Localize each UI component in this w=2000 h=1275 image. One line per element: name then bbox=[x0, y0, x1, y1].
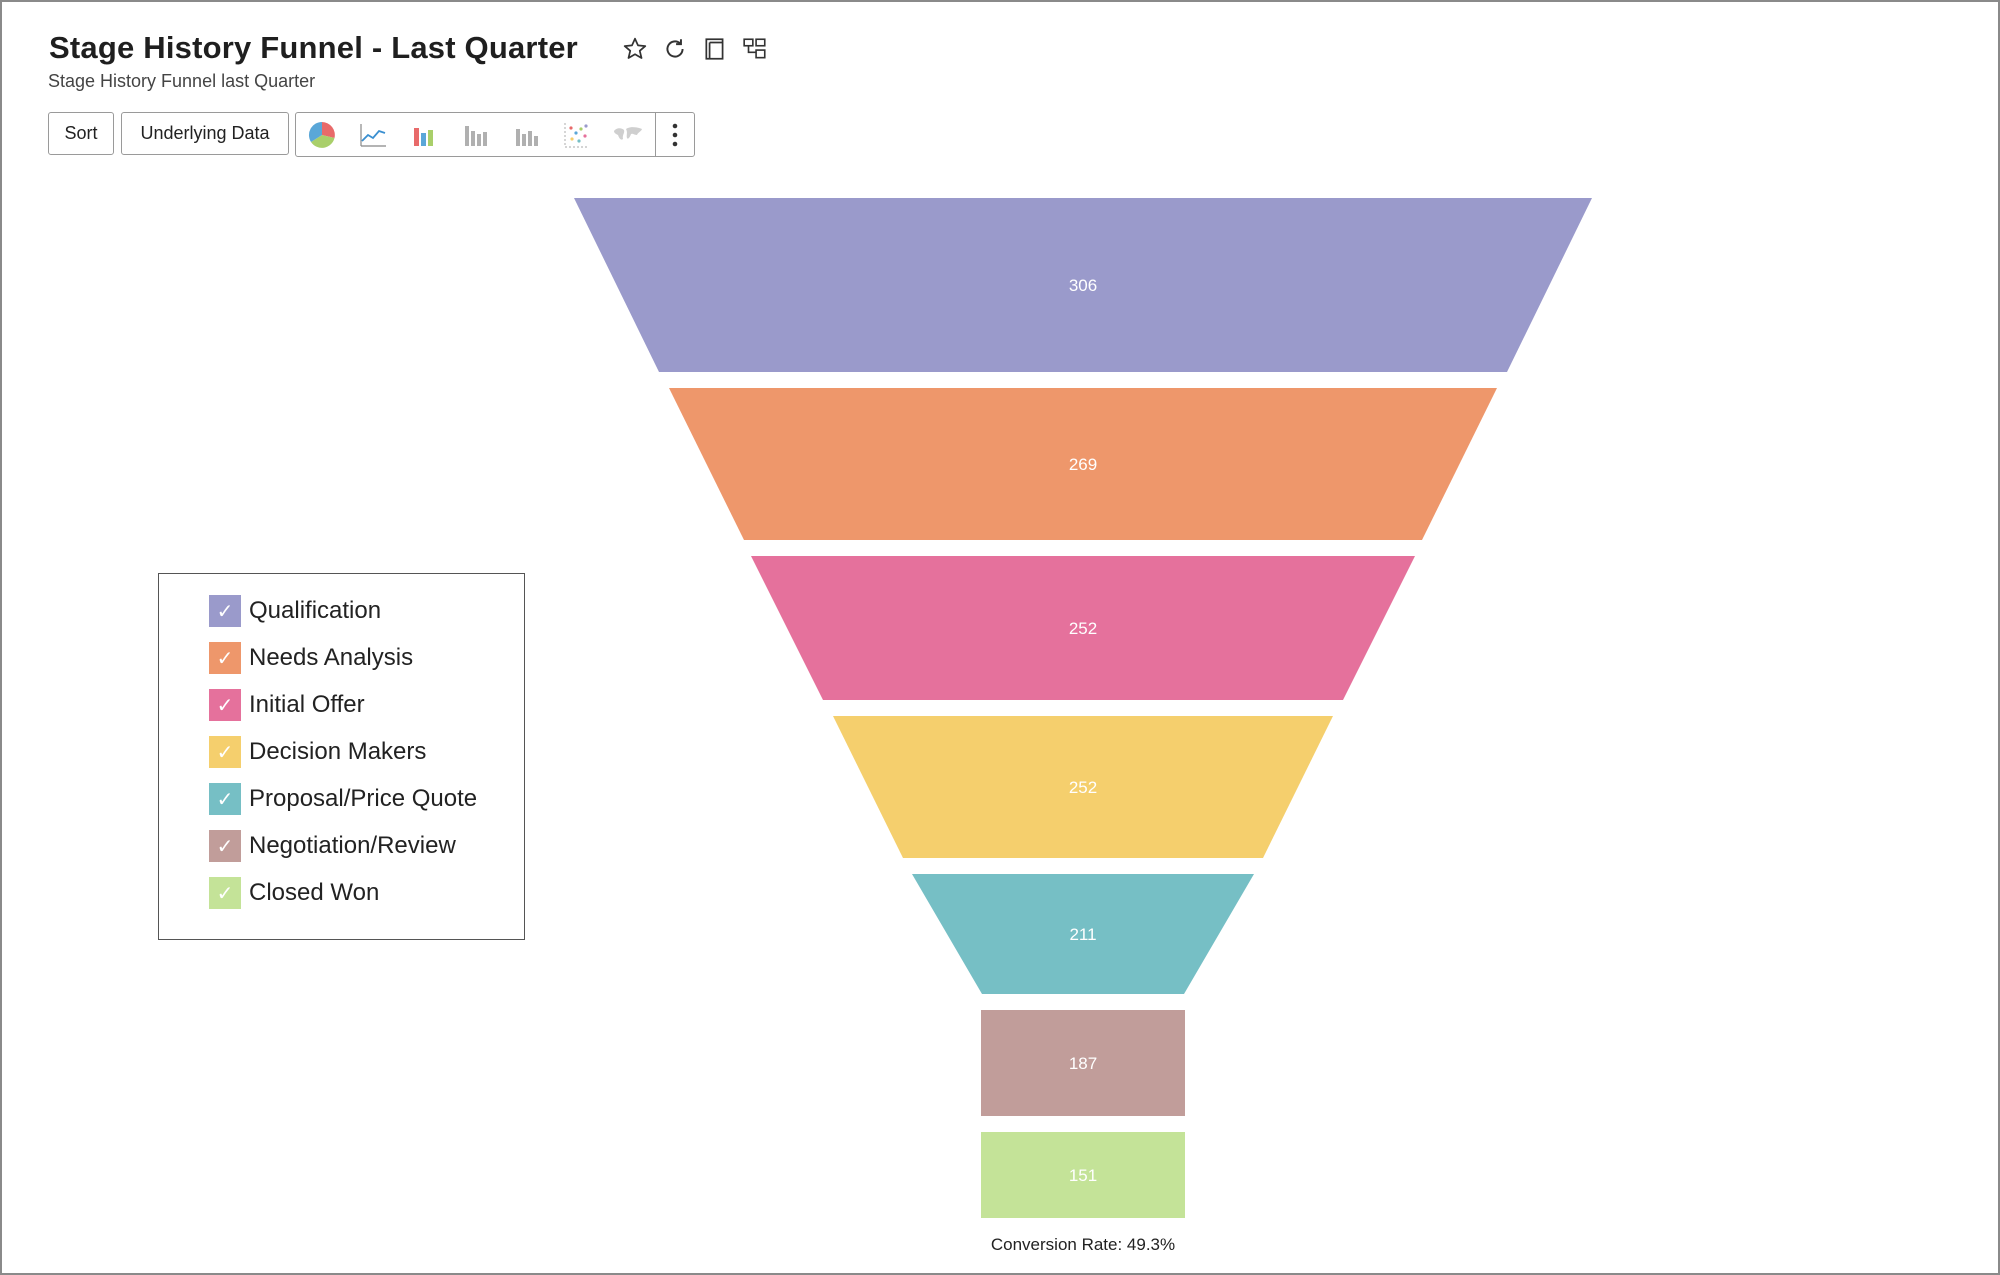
title-actions bbox=[620, 34, 770, 64]
bar-chart-icon[interactable] bbox=[398, 113, 449, 156]
funnel-value-label: 252 bbox=[1069, 778, 1097, 797]
column-chart-icon[interactable] bbox=[449, 113, 500, 156]
legend-item-negotiation-review[interactable]: ✓ Negotiation/Review bbox=[209, 829, 456, 863]
funnel-value-label: 269 bbox=[1069, 455, 1097, 474]
legend-label: Proposal/Price Quote bbox=[249, 785, 478, 812]
underlying-data-button[interactable]: Underlying Data bbox=[121, 112, 289, 155]
refresh-icon[interactable] bbox=[660, 34, 690, 64]
legend-label: Decision Makers bbox=[249, 738, 427, 765]
checkbox-icon[interactable]: ✓ bbox=[209, 736, 241, 768]
funnel-segment-negotiation-review[interactable] bbox=[981, 1010, 1185, 1116]
checkbox-icon[interactable]: ✓ bbox=[209, 830, 241, 862]
legend-item-needs-analysis[interactable]: ✓ Needs Analysis bbox=[209, 641, 413, 675]
funnel-segment-qualification[interactable] bbox=[574, 198, 1592, 372]
legend-item-proposal-price-quote[interactable]: ✓ Proposal/Price Quote bbox=[209, 782, 477, 816]
copy-icon[interactable] bbox=[700, 34, 730, 64]
funnel-segment-decision-makers[interactable] bbox=[833, 716, 1333, 858]
legend-item-qualification[interactable]: ✓ Qualification bbox=[209, 594, 381, 628]
map-chart-icon[interactable] bbox=[602, 113, 653, 156]
funnel-segment-needs-analysis[interactable] bbox=[669, 388, 1497, 540]
funnel-segment-initial-offer[interactable] bbox=[751, 556, 1415, 700]
legend-item-initial-offer[interactable]: ✓ Initial Offer bbox=[209, 688, 365, 722]
page-subtitle: Stage History Funnel last Quarter bbox=[48, 71, 316, 91]
pie-chart-icon[interactable] bbox=[296, 113, 347, 156]
checkbox-icon[interactable]: ✓ bbox=[209, 783, 241, 815]
sort-button[interactable]: Sort bbox=[48, 112, 114, 155]
legend-label: Negotiation/Review bbox=[249, 832, 456, 859]
funnel-value-label: 306 bbox=[1069, 276, 1097, 295]
page-title: Stage History Funnel - Last Quarter bbox=[49, 30, 578, 65]
more-options-icon[interactable] bbox=[655, 113, 694, 156]
scatter-chart-icon[interactable] bbox=[551, 113, 602, 156]
chart-type-switcher bbox=[295, 112, 695, 157]
conversion-rate: Conversion Rate: 49.3% bbox=[990, 1235, 1176, 1254]
funnel-value-label: 187 bbox=[1069, 1054, 1097, 1073]
checkbox-icon[interactable]: ✓ bbox=[209, 877, 241, 909]
funnel-segment-proposal-price-quote[interactable] bbox=[912, 874, 1254, 994]
legend-label: Qualification bbox=[249, 597, 382, 624]
legend-label: Initial Offer bbox=[249, 691, 365, 718]
funnel-value-label: 151 bbox=[1069, 1166, 1097, 1185]
chart-legend: ✓ Qualification ✓ Needs Analysis ✓ Initial Of… bbox=[158, 573, 525, 940]
funnel-segment-closed-won[interactable] bbox=[981, 1132, 1185, 1218]
legend-item-decision-makers[interactable]: ✓ Decision Makers bbox=[209, 735, 426, 769]
stacked-chart-icon[interactable] bbox=[500, 113, 551, 156]
legend-item-closed-won[interactable]: ✓ Closed Won bbox=[209, 876, 379, 910]
funnel-value-label: 252 bbox=[1069, 619, 1097, 638]
checkbox-icon[interactable]: ✓ bbox=[209, 642, 241, 674]
checkbox-icon[interactable]: ✓ bbox=[209, 689, 241, 721]
star-icon[interactable] bbox=[620, 34, 650, 64]
legend-label: Needs Analysis bbox=[249, 644, 414, 671]
legend-label: Closed Won bbox=[249, 879, 380, 906]
layout-icon[interactable] bbox=[740, 34, 770, 64]
line-chart-icon[interactable] bbox=[347, 113, 398, 156]
checkbox-icon[interactable]: ✓ bbox=[209, 595, 241, 627]
funnel-value-label: 211 bbox=[1069, 925, 1096, 944]
